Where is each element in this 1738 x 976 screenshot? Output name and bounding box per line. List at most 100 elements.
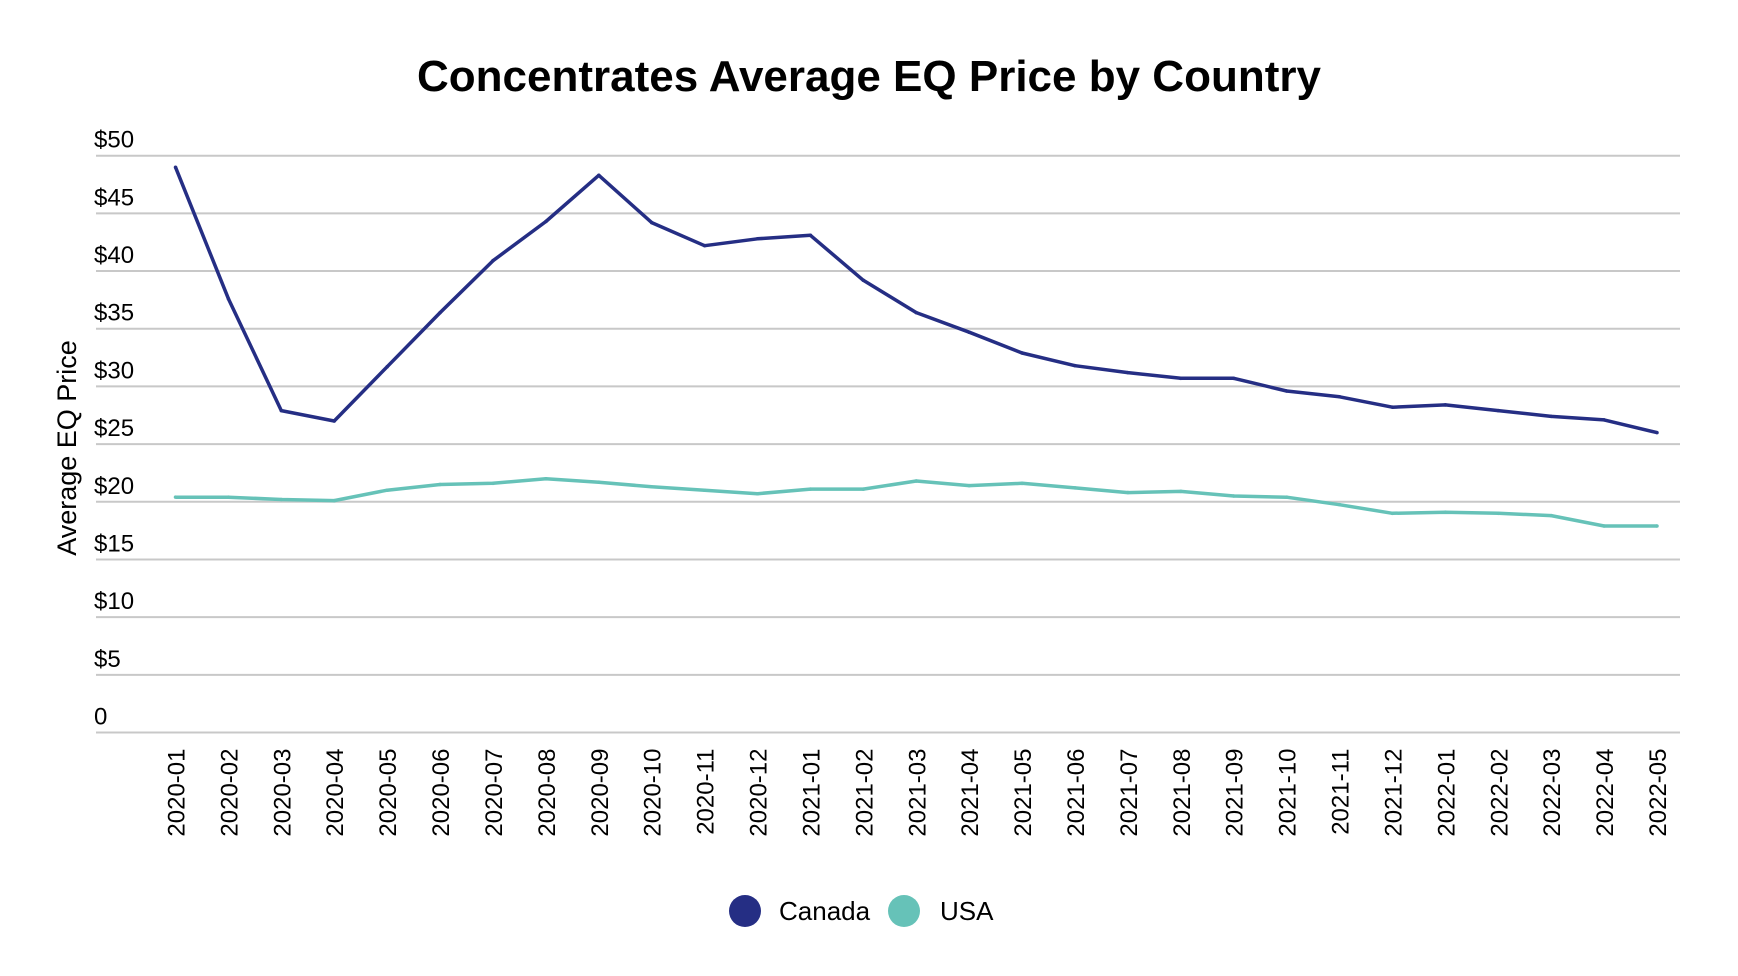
data-point-usa (279, 497, 284, 502)
data-point-canada (332, 419, 336, 423)
data-point-usa (1020, 481, 1024, 486)
data-point-canada (1231, 376, 1236, 381)
y-tick-label: $15 (94, 530, 134, 557)
data-point-usa (702, 488, 707, 492)
x-tick-label: 2021-01 (798, 749, 825, 837)
data-point-usa (1179, 489, 1183, 494)
data-point-canada (702, 243, 707, 248)
data-point-canada (491, 258, 495, 263)
x-tick-label: 2020-06 (428, 749, 455, 837)
x-tick-label: 2021-02 (851, 749, 878, 837)
data-point-usa (1496, 511, 1501, 516)
data-point-usa (861, 487, 866, 491)
data-point-canada (1443, 403, 1448, 407)
data-point-usa (332, 498, 336, 503)
x-tick-label: 2020-05 (375, 749, 402, 837)
y-axis-ticks: 0 $5 $10 $15 $20 $25 $30 $35 $40 $45 $50 (94, 127, 134, 731)
legend-swatch-canada (729, 895, 761, 927)
data-point-canada (649, 220, 654, 225)
data-point-usa (491, 481, 495, 486)
x-tick-label: 2021-11 (1328, 749, 1355, 835)
y-tick-label: $10 (94, 588, 134, 615)
data-point-canada (226, 296, 231, 301)
data-point-usa (1443, 510, 1448, 514)
data-point-canada (861, 278, 866, 283)
data-point-canada (1284, 389, 1289, 393)
y-tick-label: $35 (94, 300, 134, 327)
data-point-canada (1179, 376, 1183, 381)
chart-title: Concentrates Average EQ Price by Country (417, 52, 1321, 101)
data-point-usa (226, 495, 231, 499)
data-point-canada (914, 310, 918, 315)
x-tick-label: 2022-02 (1486, 749, 1513, 837)
x-tick-label: 2022-03 (1539, 749, 1566, 837)
legend-item-usa[interactable]: USA (888, 895, 994, 927)
data-point-usa (173, 495, 178, 499)
x-tick-label: 2020-03 (269, 749, 296, 837)
data-point-usa (1549, 513, 1553, 518)
data-point-canada (597, 173, 601, 178)
x-tick-label: 2021-05 (1010, 749, 1037, 837)
gridlines (96, 154, 1680, 734)
data-point-usa (438, 482, 442, 487)
x-tick-label: 2022-04 (1592, 749, 1619, 837)
data-point-usa (649, 485, 654, 489)
data-point-usa (1126, 490, 1130, 495)
data-point-usa (544, 476, 548, 481)
data-point-usa (1390, 511, 1395, 516)
x-tick-label: 2021-06 (1063, 749, 1090, 837)
data-point-canada (385, 365, 389, 369)
data-point-canada (967, 330, 971, 334)
x-tick-label: 2020-07 (481, 749, 508, 837)
data-point-canada (173, 165, 178, 169)
data-point-canada (1390, 405, 1395, 409)
data-point-usa (597, 480, 601, 484)
data-point-canada (544, 219, 548, 224)
legend-item-canada[interactable]: Canada (729, 895, 871, 927)
x-tick-label: 2021-03 (904, 749, 931, 837)
x-tick-label: 2020-12 (746, 749, 773, 837)
x-tick-label: 2020-09 (587, 749, 614, 837)
x-tick-label: 2021-04 (957, 749, 984, 837)
data-point-canada (279, 408, 284, 413)
data-point-canada (438, 310, 442, 315)
data-point-canada (1602, 418, 1606, 422)
data-point-canada (808, 233, 813, 238)
data-point-canada (1020, 351, 1024, 355)
data-point-usa (1284, 495, 1289, 499)
y-tick-label: $5 (94, 646, 121, 673)
data-point-canada (1126, 370, 1130, 375)
x-tick-label: 2020-02 (216, 749, 243, 837)
y-axis-label: Average EQ Price (52, 340, 82, 556)
x-tick-label: 2020-11 (693, 749, 720, 835)
data-point-usa (1073, 486, 1077, 490)
x-tick-label: 2020-08 (534, 749, 561, 837)
y-tick-label: $20 (94, 473, 134, 500)
x-tick-label: 2020-04 (322, 749, 349, 837)
data-point-canada (1549, 414, 1553, 419)
data-point-usa (1337, 502, 1342, 507)
data-point-usa (914, 479, 918, 483)
legend-label-canada: Canada (779, 896, 871, 926)
y-tick-label: $50 (94, 127, 134, 154)
data-point-usa (755, 491, 760, 496)
y-tick-label: $45 (94, 184, 134, 211)
series-line-canada (173, 166, 1658, 435)
x-tick-label: 2021-09 (1222, 749, 1249, 837)
x-tick-label: 2021-10 (1275, 749, 1302, 837)
data-point-usa (808, 487, 813, 491)
x-tick-label: 2021-07 (1116, 749, 1143, 837)
data-point-canada (1073, 363, 1077, 368)
data-point-canada (755, 237, 760, 241)
data-point-usa (1655, 524, 1659, 528)
series-lines (173, 165, 1659, 528)
data-point-usa (967, 483, 971, 488)
y-tick-label: $30 (94, 357, 134, 384)
y-tick-label: 0 (94, 704, 107, 731)
y-tick-label: $25 (94, 415, 134, 442)
x-axis-ticks: 2020-01 2020-02 2020-03 2020-04 2020-05 2020-… (164, 749, 1673, 837)
legend-label-usa: USA (940, 896, 994, 926)
x-tick-label: 2022-01 (1433, 749, 1460, 837)
x-tick-label: 2021-08 (1169, 749, 1196, 837)
